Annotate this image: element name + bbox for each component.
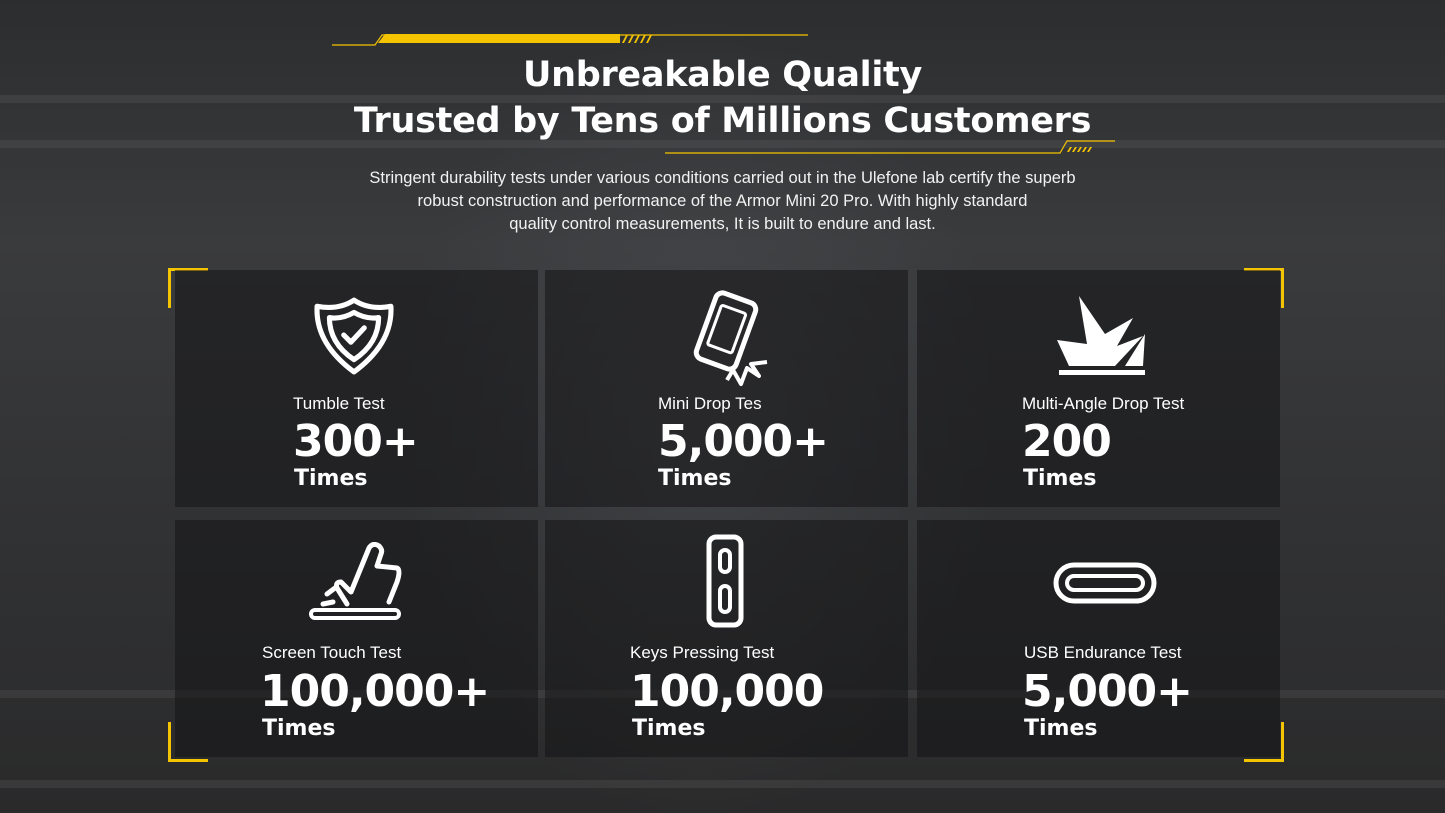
test-unit: Times [262,716,336,741]
test-card-screen-touch: Screen Touch Test 100,000+ Times [175,520,538,757]
test-value: 5,000+ [658,416,829,467]
impact-burst-icon [1057,296,1145,375]
top-yellow-decoration [332,34,808,46]
page-title: Unbreakable Quality Trusted by Tens of Mi… [0,52,1445,144]
finger-touch-icon [309,542,402,620]
test-unit: Times [1023,466,1097,491]
test-unit: Times [632,716,706,741]
test-card-keys-pressing: Keys Pressing Test 100,000 Times [545,520,908,757]
test-card-tumble: Tumble Test 300+ Times [175,270,538,507]
test-value: 100,000 [630,666,824,717]
test-unit: Times [1024,716,1098,741]
test-value: 300+ [293,416,419,467]
corner-bracket [1244,722,1284,762]
description-line: robust construction and performance of t… [417,192,1028,210]
test-value: 200 [1022,416,1112,467]
corner-bracket [168,722,208,762]
test-card-mini-drop: Mini Drop Tes 5,000+ Times [545,270,908,507]
test-unit: Times [294,466,368,491]
title-line-2: Trusted by Tens of Millions Customers [353,101,1092,141]
test-label: USB Endurance Test [1024,643,1182,662]
usb-c-port-icon [1053,562,1157,604]
test-label: Screen Touch Test [262,643,402,662]
test-card-multi-angle-drop: Multi-Angle Drop Test 200 Times [917,270,1280,507]
test-value: 5,000+ [1022,666,1193,717]
title-underline-decoration [665,140,1115,154]
test-label: Tumble Test [293,394,385,413]
test-value: 100,000+ [260,666,490,717]
description-line: Stringent durability tests under various… [369,169,1076,187]
test-label: Multi-Angle Drop Test [1022,394,1185,413]
description: Stringent durability tests under various… [0,167,1445,236]
test-label: Mini Drop Tes [658,394,762,413]
side-keys-icon [706,534,744,628]
test-card-usb-endurance: USB Endurance Test 5,000+ Times [917,520,1280,757]
test-unit: Times [658,466,732,491]
title-line-1: Unbreakable Quality [522,55,922,95]
shield-check-icon [314,297,394,375]
test-label: Keys Pressing Test [630,643,775,662]
corner-bracket [1244,268,1284,308]
phone-drop-icon [693,290,768,386]
corner-bracket [168,268,208,308]
description-line: quality control measurements, It is buil… [509,215,936,233]
